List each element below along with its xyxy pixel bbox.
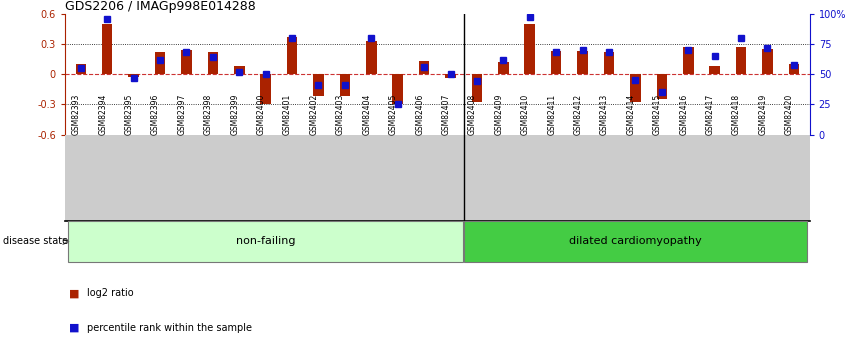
Text: GDS2206 / IMAGp998E014288: GDS2206 / IMAGp998E014288: [65, 0, 255, 13]
Bar: [551, 51, 561, 74]
Text: disease state: disease state: [3, 237, 68, 246]
Bar: [181, 50, 191, 74]
Bar: [709, 66, 720, 74]
Bar: [102, 24, 113, 74]
Bar: [736, 47, 746, 74]
Bar: [75, 64, 86, 74]
Bar: [208, 52, 218, 74]
Bar: [339, 74, 350, 96]
Text: percentile rank within the sample: percentile rank within the sample: [87, 323, 252, 333]
Bar: [366, 41, 377, 74]
Bar: [155, 52, 165, 74]
Text: non-failing: non-failing: [236, 237, 295, 246]
Bar: [472, 74, 482, 102]
Bar: [525, 24, 535, 74]
Bar: [128, 74, 139, 77]
Text: log2 ratio: log2 ratio: [87, 288, 133, 298]
Bar: [683, 47, 694, 74]
Bar: [445, 74, 456, 78]
Bar: [287, 37, 297, 74]
Text: dilated cardiomyopathy: dilated cardiomyopathy: [569, 237, 701, 246]
Bar: [578, 51, 588, 74]
FancyBboxPatch shape: [463, 221, 807, 262]
Bar: [313, 74, 324, 96]
Bar: [789, 64, 799, 74]
Bar: [604, 52, 614, 74]
FancyBboxPatch shape: [68, 221, 463, 262]
Text: ■: ■: [69, 288, 80, 298]
Text: ■: ■: [69, 323, 80, 333]
Bar: [630, 74, 641, 102]
Bar: [419, 61, 430, 74]
Bar: [498, 62, 508, 74]
Bar: [392, 74, 403, 104]
Bar: [656, 74, 667, 99]
Bar: [762, 49, 772, 74]
Bar: [234, 66, 244, 74]
Bar: [261, 74, 271, 104]
